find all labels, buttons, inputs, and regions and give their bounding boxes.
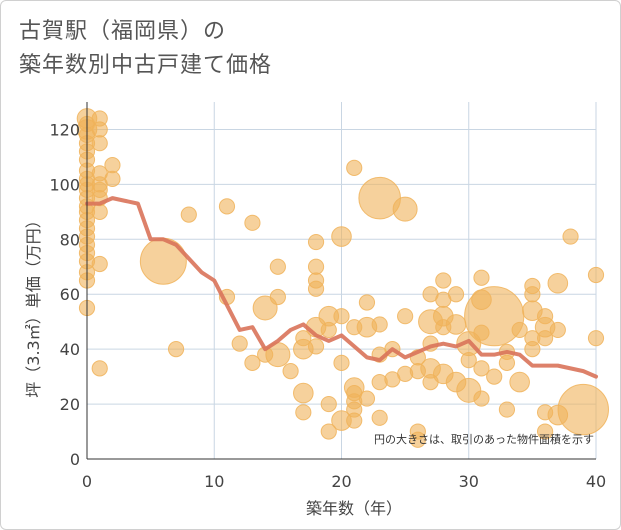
- chart-title: 古賀駅（福岡県）の 築年数別中古戸建て価格: [19, 15, 272, 83]
- title-line-2: 築年数別中古戸建て価格: [19, 53, 273, 78]
- y-tick-label: 0: [70, 450, 80, 469]
- data-point: [509, 371, 530, 393]
- data-point: [524, 286, 541, 303]
- x-tick-label: 10: [204, 472, 224, 491]
- data-point: [269, 288, 286, 306]
- data-point: [460, 352, 477, 369]
- data-point: [307, 233, 325, 251]
- x-tick-label: 0: [82, 472, 92, 491]
- data-point: [307, 280, 325, 297]
- data-point: [333, 354, 350, 371]
- data-point: [435, 272, 452, 289]
- data-point: [464, 286, 525, 347]
- data-point: [320, 423, 337, 440]
- data-point: [139, 237, 187, 285]
- data-point: [547, 272, 569, 294]
- data-point: [392, 196, 418, 222]
- data-point: [524, 341, 541, 358]
- data-point: [252, 295, 278, 321]
- data-point: [167, 341, 185, 358]
- data-point: [269, 258, 286, 275]
- x-tick-label: 40: [586, 472, 606, 491]
- data-point: [91, 360, 108, 377]
- data-point: [180, 206, 197, 223]
- bubbles: [76, 108, 609, 448]
- data-point: [333, 308, 350, 325]
- y-axis-label: 坪（3.3㎡）単価（万円）: [24, 212, 43, 397]
- data-point: [498, 401, 516, 418]
- trend-line: [85, 196, 598, 379]
- y-tick-label: 40: [60, 340, 80, 359]
- axes: [86, 102, 596, 460]
- y-tick-label: 60: [60, 285, 80, 304]
- data-point: [91, 121, 108, 138]
- data-point: [295, 404, 312, 421]
- data-point: [91, 203, 108, 220]
- tick-labels: 0 10 20 30 40 0 20 40 60 80 100 120: [49, 120, 606, 491]
- data-point: [562, 228, 579, 245]
- data-point: [307, 338, 325, 355]
- trend-line-group: [85, 196, 598, 379]
- data-point: [320, 321, 337, 339]
- data-point: [498, 354, 516, 371]
- data-point: [371, 409, 388, 426]
- x-axis-label: 築年数（年）: [306, 499, 402, 518]
- data-point: [244, 354, 261, 371]
- data-point: [447, 286, 465, 303]
- y-tick-label: 80: [60, 230, 80, 249]
- data-point: [486, 368, 503, 385]
- data-point: [587, 266, 605, 284]
- data-point: [358, 294, 376, 311]
- data-point: [282, 363, 299, 380]
- data-point: [549, 321, 566, 339]
- data-point: [346, 159, 363, 177]
- data-point: [346, 412, 363, 429]
- data-point: [320, 395, 337, 413]
- data-point: [557, 383, 609, 436]
- y-tick-label: 100: [49, 175, 80, 194]
- data-point: [473, 269, 490, 286]
- x-tick-label: 20: [331, 472, 351, 491]
- data-point: [244, 214, 261, 231]
- data-point: [587, 330, 605, 347]
- data-point: [293, 382, 314, 404]
- x-tick-label: 30: [459, 472, 479, 491]
- size-note: 円の大きさは、取引のあった物件面積を示す: [374, 432, 594, 446]
- y-tick-label: 120: [49, 120, 80, 139]
- title-line-1: 古賀駅（福岡県）の: [19, 19, 227, 44]
- data-point: [511, 321, 528, 339]
- data-point: [104, 157, 121, 174]
- data-point: [371, 316, 388, 333]
- data-point: [473, 390, 490, 407]
- data-point: [537, 423, 554, 440]
- data-point: [91, 255, 108, 273]
- data-point: [307, 258, 325, 275]
- data-point: [473, 360, 490, 377]
- data-point: [218, 198, 236, 215]
- data-point: [397, 308, 414, 325]
- y-tick-label: 20: [60, 395, 80, 414]
- data-point: [445, 314, 467, 335]
- data-point: [231, 335, 248, 352]
- data-point: [358, 390, 376, 407]
- data-point: [331, 226, 352, 247]
- data-point: [537, 330, 554, 347]
- data-point: [104, 170, 121, 187]
- data-point: [409, 431, 426, 448]
- data-point: [91, 135, 108, 152]
